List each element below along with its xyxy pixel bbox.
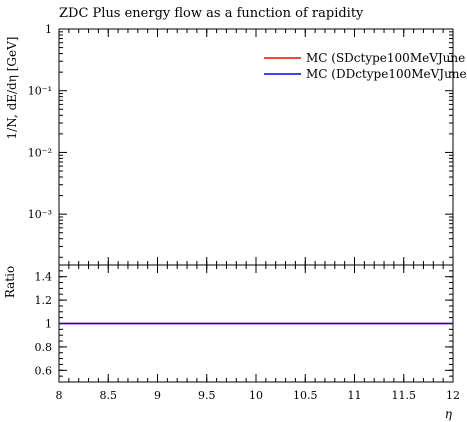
x-tick-label: 12	[446, 389, 460, 402]
x-tick-label: 8	[56, 389, 63, 402]
ratio-tick-label: 0.8	[35, 341, 53, 354]
ratio-tick-label: 1	[45, 318, 52, 331]
x-tick-label: 9.5	[198, 389, 216, 402]
x-tick-label: 8.5	[100, 389, 118, 402]
ratio-tick-label: 1.4	[35, 271, 53, 284]
legend: MC (SDctype100MeVJune MC (DDctype100MeVJ…	[264, 51, 467, 81]
ratio-axis-label: Ratio	[3, 266, 17, 298]
y-tick-label: 10⁻²	[28, 146, 52, 159]
ratio-tick-label: 1.2	[35, 294, 53, 307]
ratio-tick-label: 0.6	[35, 364, 53, 377]
x-tick-label: 10	[249, 389, 263, 402]
legend-label-sd: MC (SDctype100MeVJune	[306, 51, 465, 65]
x-tick-label: 11.5	[392, 389, 417, 402]
legend-label-dd: MC (DDctype100MeVJune	[306, 67, 467, 81]
x-tick-label: 9	[154, 389, 161, 402]
y-tick-label: 10⁻¹	[28, 85, 52, 98]
y-tick-label: 1	[45, 23, 52, 36]
chart-title: ZDC Plus energy flow as a function of ra…	[59, 6, 364, 21]
x-axis-label: η	[445, 407, 453, 421]
y-tick-label: 10⁻³	[28, 208, 52, 221]
ticks-layer: 8 8.5 9 9.5 10 10.5 11 11.5 12 10⁻³ 10⁻² 10⁻¹ 1 0.6 0.…	[28, 23, 460, 402]
x-tick-label: 10.5	[293, 389, 318, 402]
y-axis-label: 1/N, dE/dη [GeV]	[5, 37, 19, 140]
x-tick-label: 11	[348, 389, 362, 402]
